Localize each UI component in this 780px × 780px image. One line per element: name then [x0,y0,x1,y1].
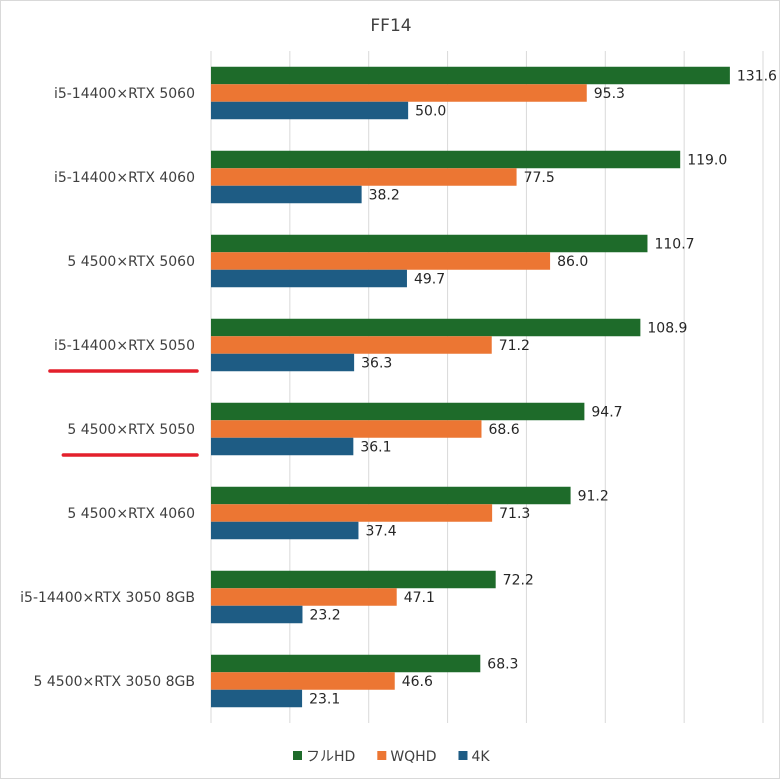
data-label: 37.4 [365,524,396,540]
data-label: 36.3 [361,356,392,372]
bar-fullhd [211,150,681,169]
bar-fullhd [211,402,585,421]
bar-4k [211,689,303,708]
bar-fullhd [211,654,481,673]
category-label: 5 4500×RTX 5050 [67,422,195,438]
legend-label: 4K [471,749,490,765]
bar-fullhd [211,234,648,253]
data-label: 91.2 [578,489,609,505]
data-label: 23.2 [309,608,340,624]
data-label: 68.3 [487,657,518,673]
data-label: 77.5 [524,170,555,186]
legend-label: WQHD [390,749,436,765]
data-label: 86.0 [557,254,588,270]
legend-label: フルHD [306,749,355,765]
data-labels: 131.6 95.3 50.0 119.0 77.5 38.2 110.7 86.0 49.7 1… [309,69,777,708]
data-label: 71.2 [499,338,530,354]
data-label: 119.0 [687,153,727,169]
data-label: 94.7 [591,405,622,421]
bar-fullhd [211,66,730,85]
data-label: 108.9 [647,321,687,337]
bar-4k [211,269,407,288]
category-label: i5-14400×RTX 3050 8GB [20,590,195,606]
category-labels: i5-14400×RTX 5060 i5-14400×RTX 4060 5 4500… [20,86,195,690]
data-label: 46.6 [402,674,433,690]
bar-wqhd [211,252,551,270]
chart-title: FF14 [370,16,411,36]
data-label: 68.6 [488,422,519,438]
data-label: 110.7 [654,237,694,253]
data-label: 47.1 [404,590,435,606]
bar-wqhd [211,168,517,186]
bar-fullhd [211,570,496,589]
category-label: i5-14400×RTX 5060 [54,86,195,102]
bar-wqhd [211,420,482,438]
data-label: 36.1 [360,440,391,456]
bar-fullhd [211,486,571,505]
category-label: 5 4500×RTX 3050 8GB [34,674,195,690]
bar-wqhd [211,504,493,522]
category-label: 5 4500×RTX 4060 [67,506,195,522]
highlight-underlines [48,369,199,457]
data-label: 49.7 [414,272,445,288]
legend: フルHD WQHD 4K [293,749,490,765]
bar-4k [211,605,303,624]
legend-swatch [458,751,468,760]
data-label: 72.2 [503,573,534,589]
data-label: 23.1 [309,692,340,708]
category-label: i5-14400×RTX 5050 [54,338,195,354]
bar-wqhd [211,84,587,102]
legend-swatch [377,751,387,760]
data-label: 71.3 [499,506,530,522]
bars [211,66,730,708]
data-label: 38.2 [369,188,400,204]
data-label: 95.3 [594,86,625,102]
bar-4k [211,101,409,120]
bar-wqhd [211,588,397,606]
bar-4k [211,521,359,540]
legend-swatch [293,751,302,760]
bar-fullhd [211,318,641,337]
category-label: i5-14400×RTX 4060 [54,170,195,186]
bar-wqhd [211,672,395,690]
data-label: 131.6 [737,69,777,85]
data-label: 50.0 [415,104,446,120]
category-label: 5 4500×RTX 5060 [67,254,195,270]
bar-wqhd [211,336,492,354]
bar-4k [211,185,362,204]
bar-4k [211,353,355,372]
bar-4k [211,437,354,456]
